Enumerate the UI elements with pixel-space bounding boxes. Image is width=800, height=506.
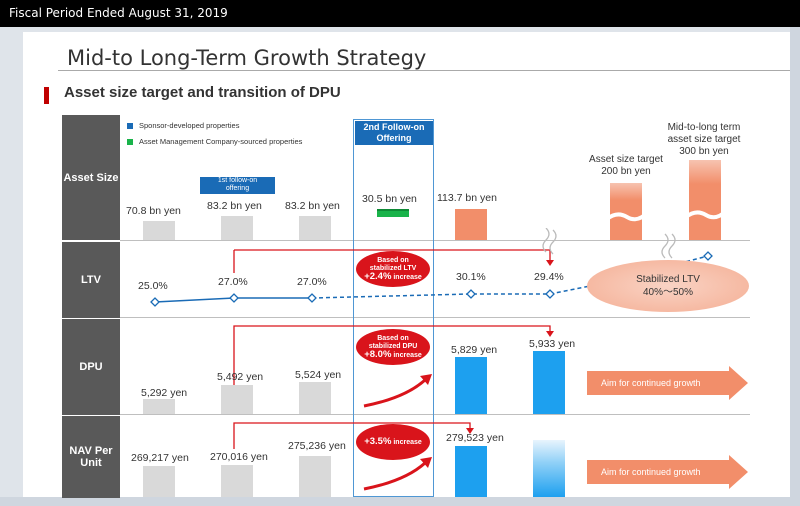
legend-swatch-amc [127, 139, 133, 145]
ltv-badge-line4: increase [393, 273, 422, 281]
nav-badge-line2: increase [393, 438, 422, 446]
dpu-value-2: 5,492 yen [217, 371, 264, 383]
stabilized-ltv-range: 40%～50% [642, 287, 694, 298]
dpu-bar-5 [533, 351, 565, 414]
dpu-value-1: 5,292 yen [141, 387, 188, 399]
dpu-chart [233, 325, 554, 408]
row-label-dpu: DPU [62, 318, 120, 415]
asset-bar-1 [143, 221, 175, 240]
asset-bar-3 [299, 216, 331, 240]
asset-value-3: 83.2 bn yen [285, 200, 340, 212]
dpu-value-4: 5,829 yen [451, 344, 498, 356]
asset-value-5: 113.7 bn yen [437, 192, 497, 204]
asset-bar-5 [455, 209, 487, 240]
stabilized-ltv-oval: Stabilized LTV 40%～50% [587, 260, 749, 312]
second-offering-line2: Offering [376, 133, 412, 143]
dpu-badge-line4: increase [393, 351, 422, 359]
title-divider [58, 70, 790, 71]
ltv-value-4: 30.1% [456, 271, 486, 283]
grid-line [120, 240, 750, 241]
nav-growth-arrow [587, 455, 748, 489]
nav-value-3: 275,236 yen [288, 440, 346, 452]
target-300-line3: 300 bn yen [679, 146, 729, 157]
dpu-badge-line2: stabilized DPU [368, 342, 418, 350]
break-marks [605, 209, 728, 222]
nav-chart [233, 422, 474, 491]
dpu-bar-3 [299, 382, 331, 414]
grid-line [120, 414, 750, 415]
target-300-line1: Mid-to-long term [667, 122, 741, 133]
asset-value-1: 70.8 bn yen [126, 205, 181, 217]
dpu-bar-2 [221, 385, 253, 414]
row-label-asset-size: Asset Size [62, 115, 120, 240]
ltv-value-2: 27.0% [218, 276, 248, 288]
dpu-bar-1 [143, 399, 175, 414]
fof-line1: 1st follow-on [217, 177, 258, 184]
first-follow-on-label: 1st follow-on offering [200, 177, 275, 194]
ltv-value-1: 25.0% [138, 280, 168, 292]
ltv-value-5: 29.4% [534, 271, 564, 283]
ltv-badge-value: +2.4% [364, 270, 392, 282]
ltv-value-3: 27.0% [297, 276, 327, 288]
asset-bar-offering [377, 209, 409, 217]
dpu-value-5: 5,933 yen [529, 338, 576, 350]
target-200-line2: 200 bn yen [601, 166, 651, 177]
dpu-growth-text: Aim for continued growth [601, 378, 701, 388]
nav-bar-5 [533, 440, 565, 497]
asset-value-2: 83.2 bn yen [207, 200, 262, 212]
target-bar-300 [689, 160, 721, 240]
target-200-line1: Asset size target [589, 154, 663, 165]
ltv-badge-line2: stabilized LTV [369, 264, 417, 272]
target-200-label: Asset size target 200 bn yen [580, 154, 672, 178]
row-label-nav: NAV Per Unit [62, 415, 120, 498]
grid-line [120, 317, 750, 318]
asset-value-4: 30.5 bn yen [362, 193, 417, 205]
row-label-ltv: LTV [62, 241, 120, 318]
nav-bar-4 [455, 446, 487, 497]
subtitle-marker [44, 87, 49, 104]
dpu-growth-arrow [587, 366, 748, 400]
asset-bar-2 [221, 216, 253, 240]
target-300-line2: asset size target [667, 134, 741, 145]
nav-value-4: 279,523 yen [446, 432, 504, 444]
period-label: Fiscal Period Ended August 31, 2019 [9, 6, 228, 20]
title-bar: Fiscal Period Ended August 31, 2019 [0, 0, 800, 27]
row-label-nav-line2: Unit [80, 457, 102, 469]
second-offering-header: 2nd Follow-on Offering [355, 121, 433, 145]
nav-bar-3 [299, 456, 331, 497]
dpu-increase-badge: Based on stabilized DPU +8.0% increase [356, 329, 430, 365]
ltv-chart [150, 228, 713, 307]
dpu-badge-value: +8.0% [364, 348, 392, 360]
target-bar-200 [610, 183, 642, 240]
dpu-value-3: 5,524 yen [295, 369, 342, 381]
nav-value-1: 269,217 yen [131, 452, 189, 464]
nav-bar-1 [143, 466, 175, 497]
second-offering-line1: 2nd Follow-on [363, 122, 425, 132]
nav-value-2: 270,016 yen [210, 451, 268, 463]
stabilized-ltv-label: Stabilized LTV [636, 274, 700, 285]
target-300-label: Mid-to-long term asset size target 300 bn … [656, 122, 752, 158]
dpu-bar-4 [455, 357, 487, 414]
nav-growth-text: Aim for continued growth [601, 467, 701, 477]
legend-sponsor: Sponsor-developed properties [139, 121, 240, 130]
slide-title: Mid-to Long-Term Growth Strategy [67, 46, 427, 70]
slide-subtitle: Asset size target and transition of DPU [64, 84, 341, 101]
nav-increase-badge: +3.5% increase [356, 424, 430, 460]
window-frame-bottom [0, 497, 800, 506]
window-frame-right [790, 27, 800, 506]
ltv-badge-line1: Based on [377, 256, 409, 264]
second-offering-column [353, 119, 434, 497]
ltv-increase-badge: Based on stabilized LTV +2.4% increase [356, 251, 430, 287]
nav-bar-2 [221, 465, 253, 497]
row-label-nav-line1: NAV Per [69, 445, 113, 457]
legend-swatch-sponsor [127, 123, 133, 129]
fof-line2: offering [225, 185, 250, 192]
legend-amc: Asset Management Company-sourced propert… [139, 137, 303, 146]
dpu-badge-line1: Based on [377, 334, 409, 342]
nav-badge-value: +3.5% [364, 435, 392, 447]
